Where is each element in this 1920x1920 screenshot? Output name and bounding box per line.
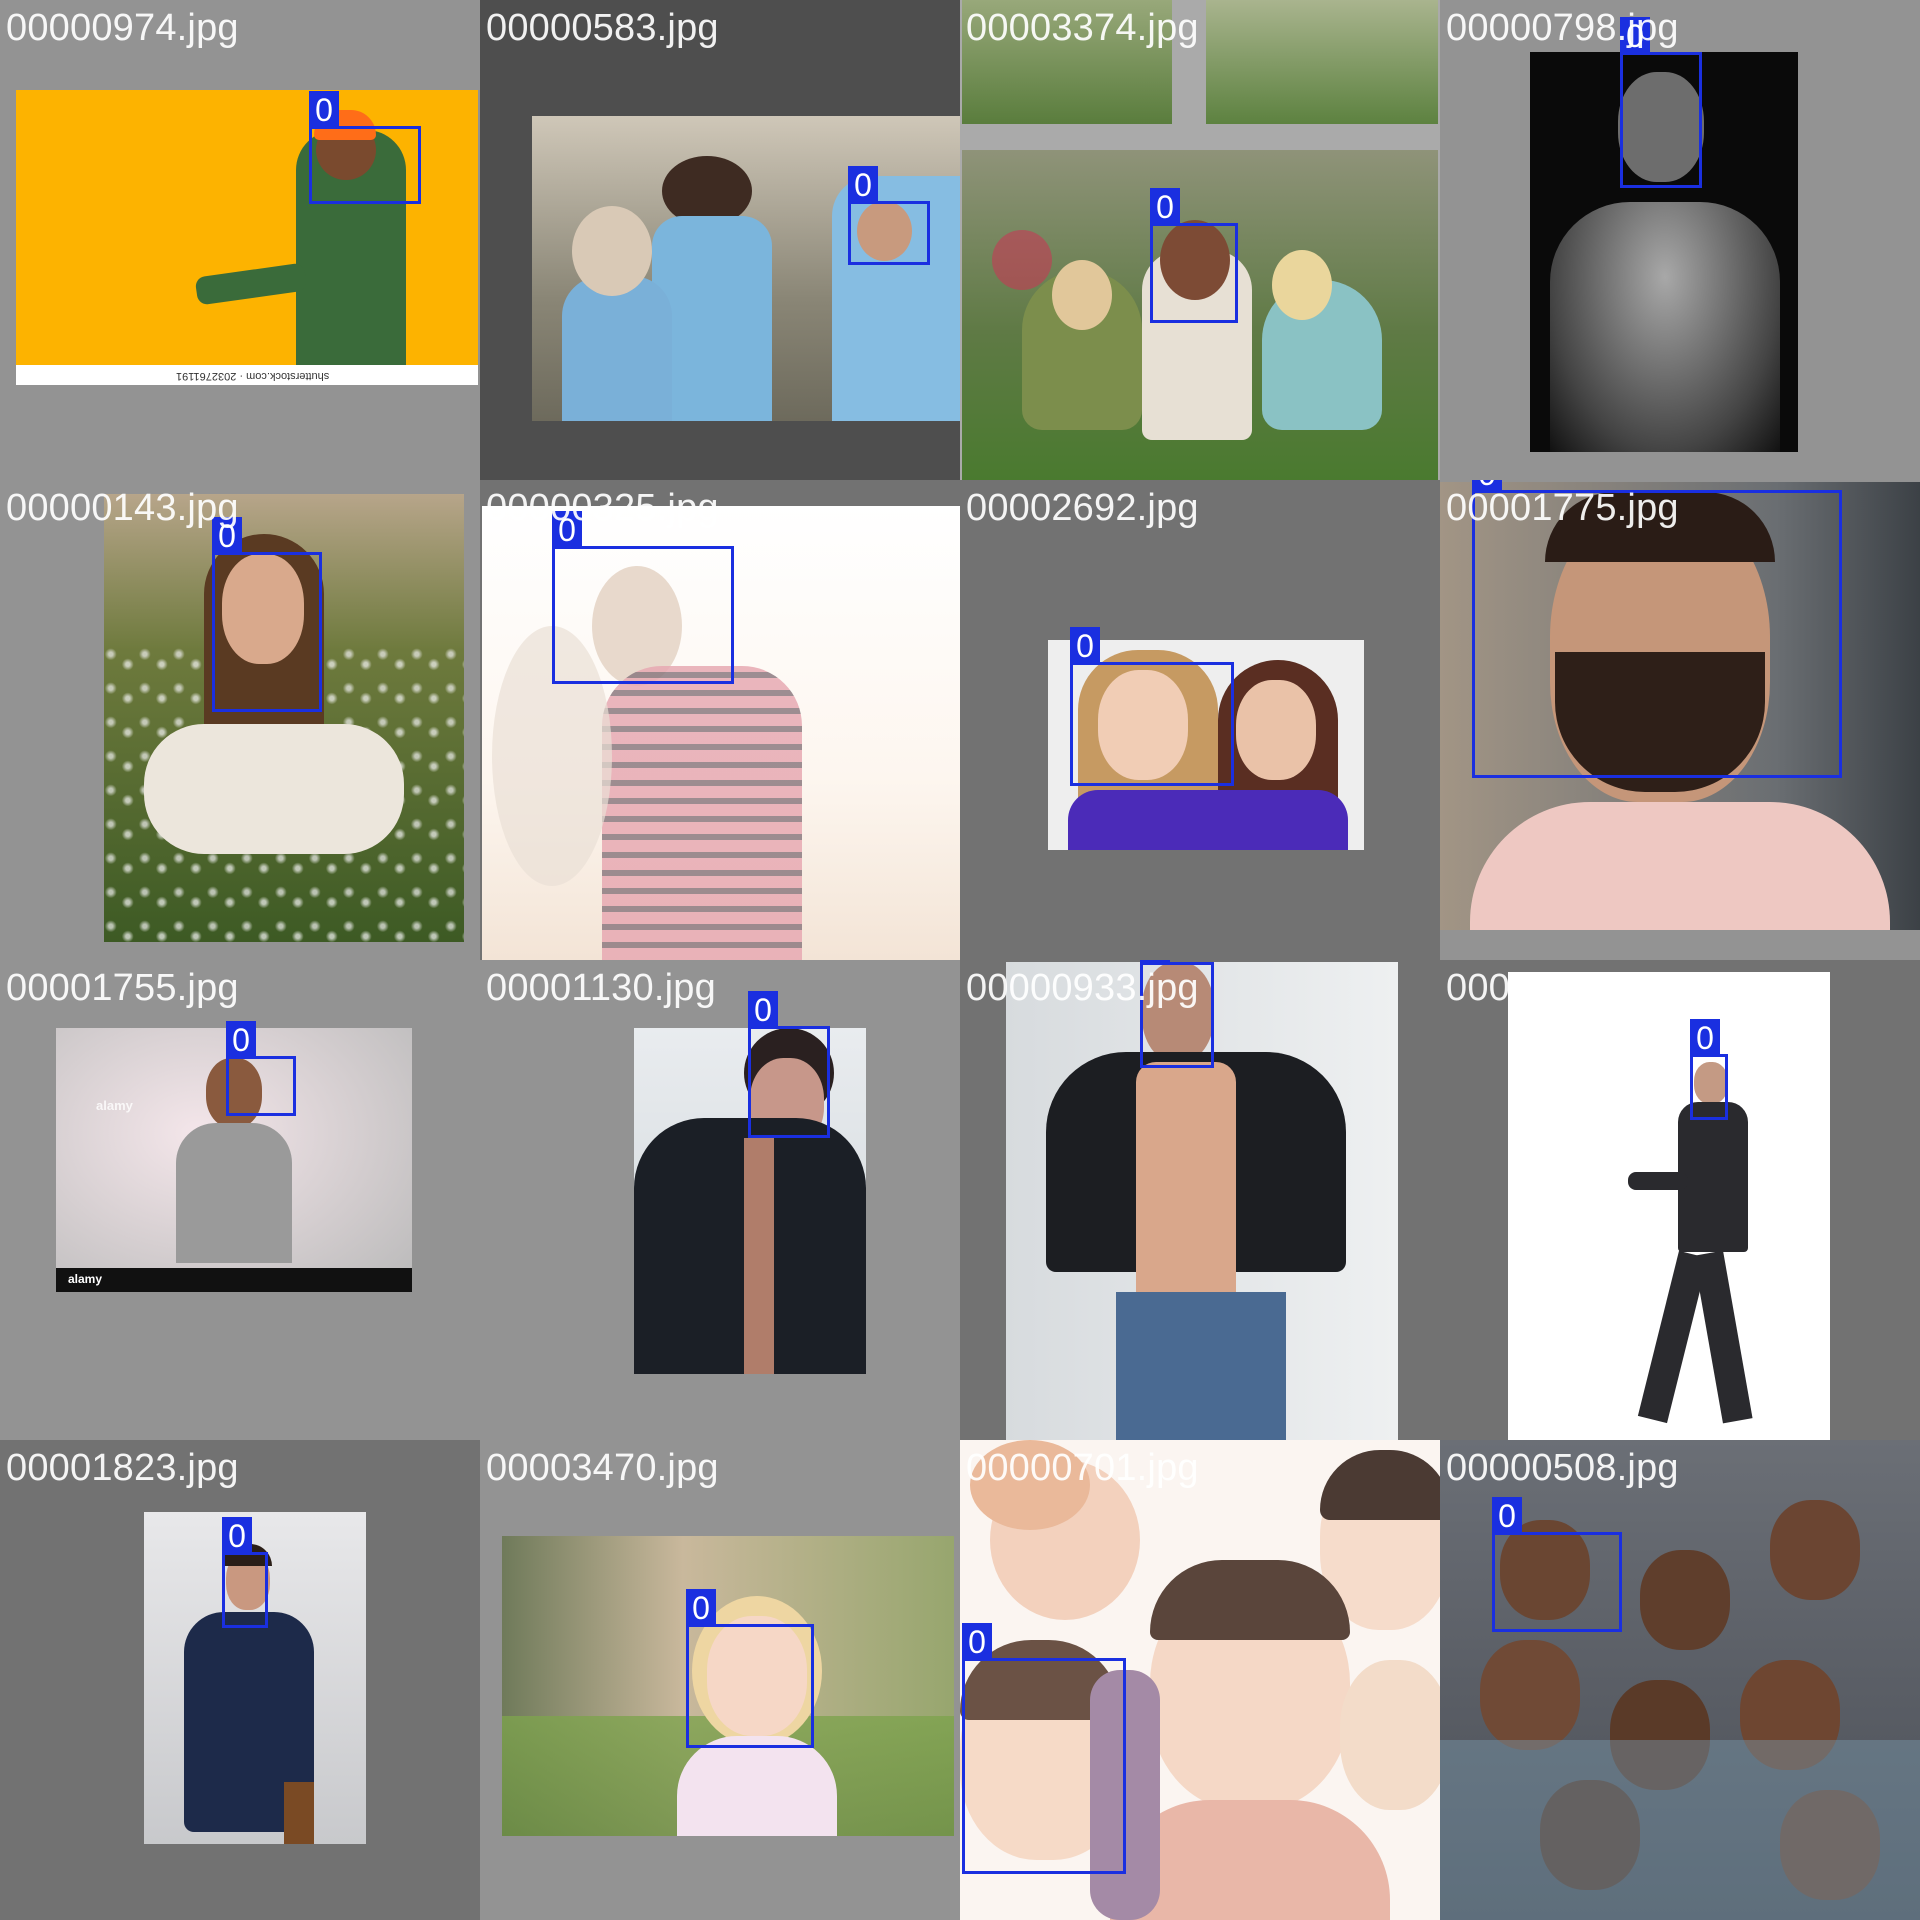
filename-caption: 00000143.jpg <box>6 487 239 529</box>
class-label: 0 <box>226 1021 256 1058</box>
tile-00000974[interactable]: shutterstock.com · 2032761191 0 00000974… <box>0 0 480 480</box>
detection-box[interactable]: 0 <box>1472 480 1842 778</box>
detection-box[interactable]: 0 <box>1620 17 1702 188</box>
tile-00000933[interactable]: 0 00000933.jpg <box>960 960 1440 1440</box>
filename-caption: 00001755.jpg <box>6 967 239 1009</box>
tile-00000325[interactable]: 0 00000325.jpg <box>480 480 960 960</box>
tile-00000583[interactable]: 0 00000583.jpg <box>480 0 960 480</box>
filename-caption: 00003470.jpg <box>486 1447 719 1489</box>
class-label: 0 <box>552 511 582 548</box>
photo <box>1048 640 1364 850</box>
class-label: 0 <box>962 1623 992 1660</box>
photo <box>502 1536 954 1836</box>
detection-box[interactable]: 0 <box>1492 1497 1622 1632</box>
photo-top-right <box>1206 0 1438 124</box>
class-label: 0 <box>848 166 878 203</box>
tile-00001755[interactable]: alamy alamy 0 00001755.jpg <box>0 960 480 1440</box>
tile-00000701[interactable]: 0 00000701.jpg <box>960 1440 1440 1920</box>
photo-top-left <box>962 0 1172 124</box>
detection-box[interactable]: 0 <box>1690 1019 1728 1120</box>
filename-caption: 00002692.jpg <box>966 487 1199 529</box>
photo: alamy alamy <box>56 1028 412 1292</box>
detection-box[interactable]: 0 <box>309 91 421 204</box>
detection-box[interactable]: 0 <box>1140 960 1214 1068</box>
filename-caption: 00001130.jpg <box>486 967 716 1009</box>
filename-caption: 00000701.jpg <box>966 1447 1199 1489</box>
detection-box[interactable]: 0 <box>222 1517 268 1628</box>
filename-caption: 00000933.jpg <box>966 967 1199 1009</box>
detection-box[interactable]: 0 <box>748 991 830 1138</box>
detection-box[interactable]: 0 <box>212 517 322 712</box>
filename-caption: 00001775.jpg <box>1446 487 1679 529</box>
tile-00001823[interactable]: 0 00001823.jpg <box>0 1440 480 1920</box>
photo <box>104 494 464 942</box>
class-label: 0 <box>1690 1019 1720 1056</box>
detection-box[interactable]: 0 <box>226 1021 296 1116</box>
detection-box[interactable]: 0 <box>962 1623 1126 1874</box>
filename-caption: 00000583.jpg <box>486 7 719 49</box>
filename-caption: 00000325.jpg <box>486 487 719 529</box>
detection-box[interactable]: 0 <box>552 511 734 684</box>
class-label: 0 <box>1070 627 1100 664</box>
photo <box>1006 962 1398 1440</box>
photo <box>144 1512 366 1844</box>
photo <box>1508 972 1830 1440</box>
tile-00000798[interactable]: 0 00000798.jpg <box>1440 0 1920 480</box>
tile-00003374[interactable]: 0 00003374.jpg <box>960 0 1440 480</box>
tile-00000508[interactable]: 0 00000508.jpg <box>1440 1440 1920 1920</box>
filename-caption: 00000798.jpg <box>1446 7 1679 49</box>
class-label: 0 <box>1492 1497 1522 1534</box>
detection-box[interactable]: 0 <box>848 166 930 265</box>
class-label: 0 <box>1140 960 1170 964</box>
photo <box>532 116 960 421</box>
watermark-strip: alamy <box>56 1268 412 1292</box>
class-label: 0 <box>1150 188 1180 225</box>
class-label: 0 <box>686 1589 716 1626</box>
watermark-strip-text: alamy <box>68 1272 103 1286</box>
filename-caption: 00001823.jpg <box>6 1447 239 1489</box>
watermark-text: alamy <box>96 1098 133 1113</box>
class-label: 0 <box>222 1517 252 1554</box>
class-label: 0 <box>1620 17 1650 54</box>
tile-00000143[interactable]: 0 00000143.jpg <box>0 480 480 960</box>
watermark-text: shutterstock.com · 2032761191 <box>176 370 330 382</box>
detection-box[interactable]: 0 <box>686 1589 814 1748</box>
tile-00002692[interactable]: 0 00002692.jpg <box>960 480 1440 960</box>
tile-00001775[interactable]: 0 00001775.jpg <box>1440 480 1920 960</box>
detection-box[interactable]: 0 <box>1150 188 1238 323</box>
photo: shutterstock.com · 2032761191 <box>16 90 478 385</box>
photo <box>960 1440 1440 1920</box>
class-label: 0 <box>212 517 242 554</box>
class-label: 0 <box>748 991 778 1028</box>
class-label: 0 <box>309 91 339 128</box>
detection-box[interactable]: 0 <box>1070 627 1234 786</box>
photo-main <box>962 150 1438 480</box>
filename-caption: 00001457.jpg <box>1446 967 1679 1009</box>
filename-caption: 00003374.jpg <box>966 7 1199 49</box>
filename-caption: 00000508.jpg <box>1446 1447 1679 1489</box>
tile-00001130[interactable]: 0 00001130.jpg <box>480 960 960 1440</box>
tile-00003470[interactable]: 0 00003470.jpg <box>480 1440 960 1920</box>
photo <box>1530 52 1798 452</box>
tile-00001457[interactable]: 0 00001457.jpg <box>1440 960 1920 1440</box>
filename-caption: 00000974.jpg <box>6 7 239 49</box>
class-label: 0 <box>1472 480 1502 492</box>
